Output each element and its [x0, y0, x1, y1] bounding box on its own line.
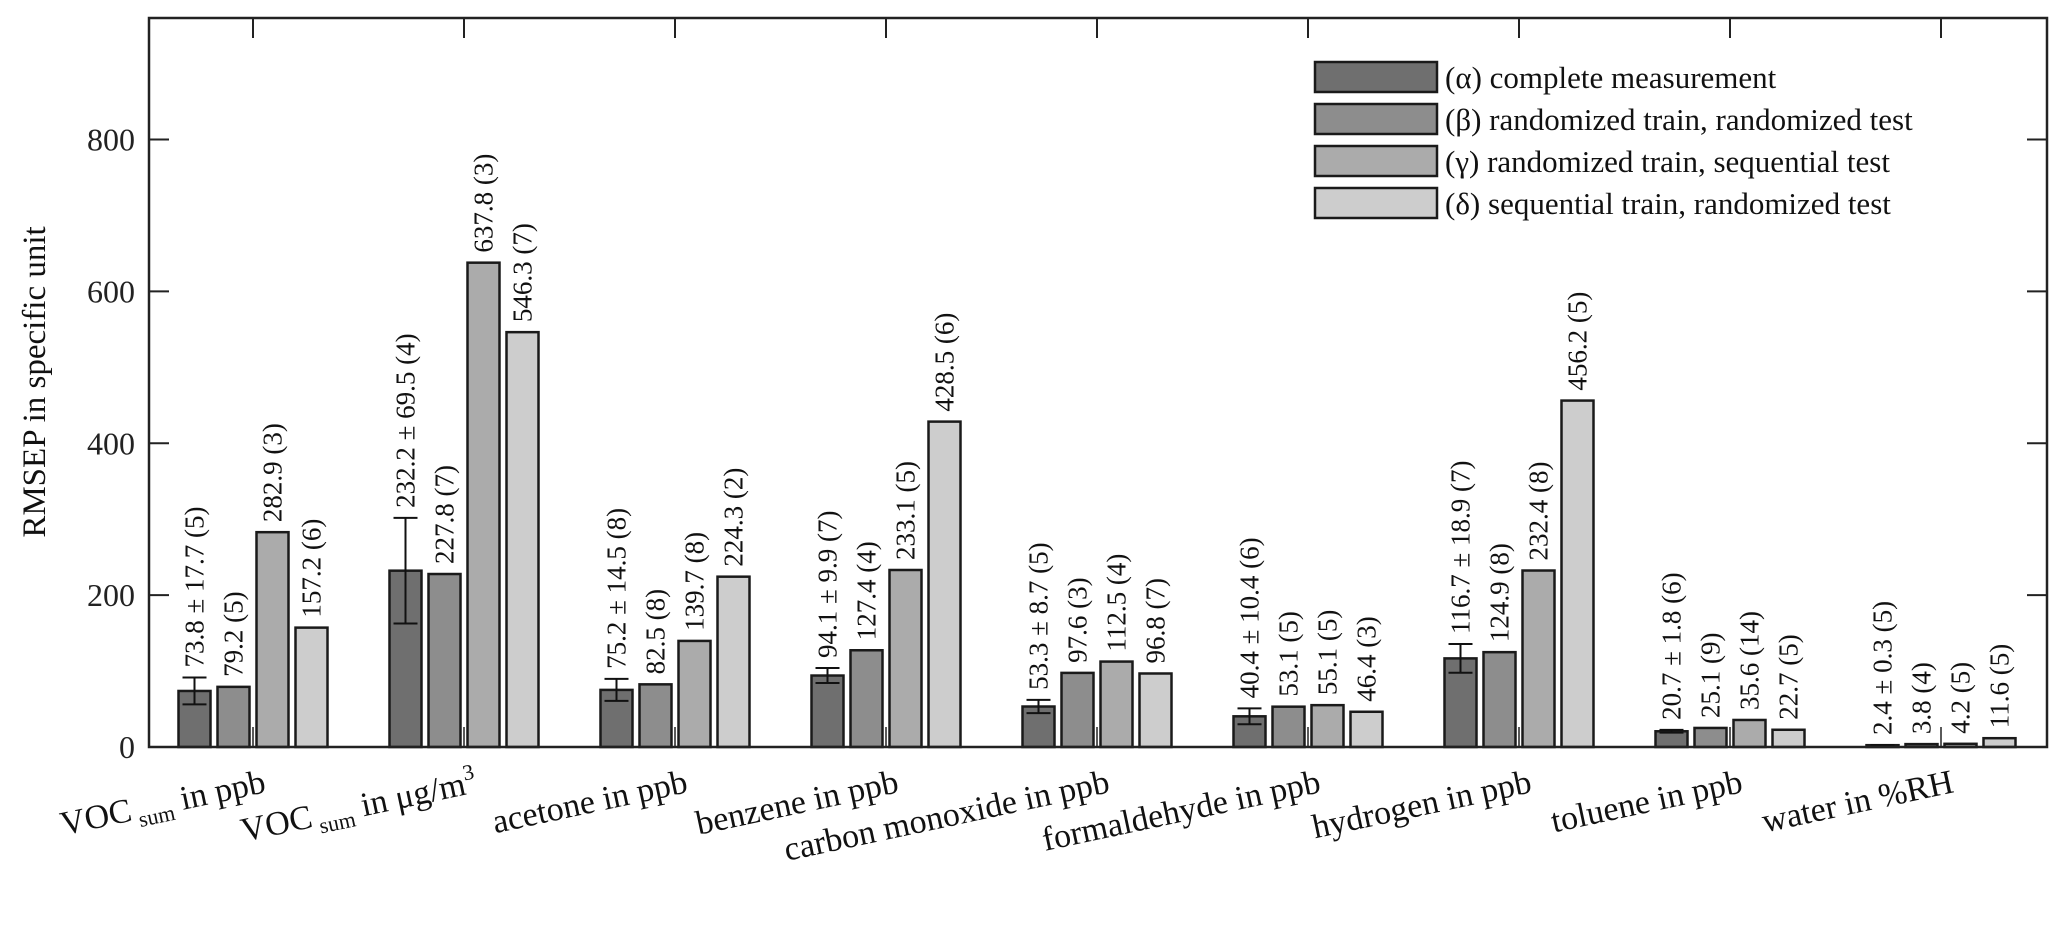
data-label: 112.5 (4) [1102, 554, 1132, 652]
data-label: 53.1 (5) [1274, 611, 1304, 696]
data-label: 40.4 ± 10.4 (6) [1235, 537, 1265, 698]
data-label: 428.5 (6) [930, 313, 960, 412]
data-label: 456.2 (5) [1563, 292, 1593, 391]
data-label: 82.5 (8) [641, 589, 671, 674]
legend-label: (α) complete measurement [1445, 60, 1777, 95]
x-tick-label: VOC sum in μg/m3 [237, 759, 481, 855]
bar [216, 685, 251, 749]
plot-frame [147, 16, 2049, 749]
bar [638, 683, 673, 749]
x-label-rest: in μg/m [349, 766, 469, 826]
data-label: 157.2 (6) [297, 519, 327, 618]
legend-label: (γ) randomized train, sequential test [1445, 144, 1890, 179]
data-label: 25.1 (9) [1696, 632, 1726, 717]
data-label: 233.1 (5) [891, 461, 921, 560]
data-label: 75.2 ± 14.5 (8) [602, 508, 632, 669]
x-tick-label: water in %RH [1759, 764, 1957, 841]
data-label: 232.4 (8) [1524, 462, 1554, 561]
data-label: 139.7 (8) [680, 532, 710, 631]
bar [1138, 672, 1173, 749]
bar [466, 261, 501, 749]
x-label-main: acetone in ppb [489, 764, 691, 841]
data-label: 546.3 (7) [508, 223, 538, 322]
data-label: 227.8 (7) [430, 465, 460, 564]
data-label: 4.2 (5) [1946, 662, 1976, 734]
x-label-subscript: sum [131, 800, 177, 833]
x-tick-label: acetone in ppb [489, 764, 691, 841]
legend-swatch [1313, 186, 1439, 220]
bar [1099, 660, 1134, 749]
legend-swatch [1313, 144, 1439, 178]
x-label-main: toluene in ppb [1548, 764, 1746, 841]
x-label-main: VOC [57, 792, 135, 843]
data-label: 637.8 (3) [469, 154, 499, 253]
data-label: 232.2 ± 69.5 (4) [391, 333, 421, 508]
bar [1060, 671, 1095, 749]
data-label: 55.1 (5) [1313, 610, 1343, 695]
bar [294, 626, 329, 749]
data-label: 124.9 (8) [1485, 543, 1515, 642]
bar [810, 674, 845, 749]
bar [1349, 710, 1384, 749]
bar [1482, 650, 1517, 749]
legend-swatch [1313, 102, 1439, 136]
legend-label: (δ) sequential train, randomized test [1445, 186, 1891, 221]
bar [1521, 569, 1556, 749]
bar [1771, 728, 1806, 749]
bar [849, 649, 884, 749]
data-label: 11.6 (5) [1985, 644, 2015, 728]
y-tick-label: 600 [87, 273, 135, 309]
data-label: 94.1 ± 9.9 (7) [813, 510, 843, 658]
data-label: 46.4 (3) [1352, 616, 1382, 701]
data-label: 73.8 ± 17.7 (5) [180, 506, 210, 667]
y-axis-label: RMSEP in specific unit [17, 226, 53, 537]
data-label: 97.6 (3) [1063, 577, 1093, 662]
data-label: 116.7 ± 18.9 (7) [1446, 460, 1476, 634]
x-label-main: water in %RH [1759, 764, 1957, 841]
bar [716, 575, 751, 749]
data-label: 282.9 (3) [258, 423, 288, 522]
y-tick-label: 800 [87, 122, 135, 158]
y-tick-label: 0 [119, 729, 135, 765]
bar [1560, 399, 1595, 749]
x-label-subscript: sum [311, 806, 357, 839]
bar [505, 330, 540, 749]
data-label: 2.4 ± 0.3 (5) [1868, 601, 1898, 735]
legend-swatch [1313, 60, 1439, 94]
legend: (α) complete measurement (β) randomized t… [1313, 60, 1913, 221]
bar [1271, 705, 1306, 749]
bar [927, 420, 962, 749]
bar [677, 639, 712, 749]
bar [888, 568, 923, 749]
y-tick-label: 400 [87, 425, 135, 461]
data-label: 96.8 (7) [1141, 578, 1171, 663]
legend-label: (β) randomized train, randomized test [1445, 102, 1913, 137]
bar [1982, 736, 2017, 749]
bar [1310, 703, 1345, 749]
data-label: 35.6 (14) [1735, 611, 1765, 710]
x-tick-label: hydrogen in ppb [1309, 764, 1535, 847]
y-axis: 0 200 400 600 800 [87, 122, 2047, 765]
data-label: 22.7 (5) [1774, 634, 1804, 719]
bar [1693, 726, 1728, 749]
x-label-superscript: 3 [460, 759, 476, 786]
x-label-main: hydrogen in ppb [1309, 764, 1535, 847]
y-tick-label: 200 [87, 577, 135, 613]
data-label: 20.7 ± 1.8 (6) [1657, 572, 1687, 720]
data-label: 127.4 (4) [852, 541, 882, 640]
data-label: 79.2 (5) [219, 591, 249, 676]
x-tick-label: toluene in ppb [1548, 764, 1746, 841]
bar [255, 530, 290, 749]
data-label: 53.3 ± 8.7 (5) [1024, 542, 1054, 690]
bar [1732, 718, 1767, 749]
data-label: 3.8 (4) [1907, 662, 1937, 734]
x-tick-label: VOC sum in ppb [57, 764, 270, 848]
x-label-main: VOC [238, 799, 316, 850]
bar [427, 572, 462, 749]
data-label: 224.3 (2) [719, 468, 749, 567]
